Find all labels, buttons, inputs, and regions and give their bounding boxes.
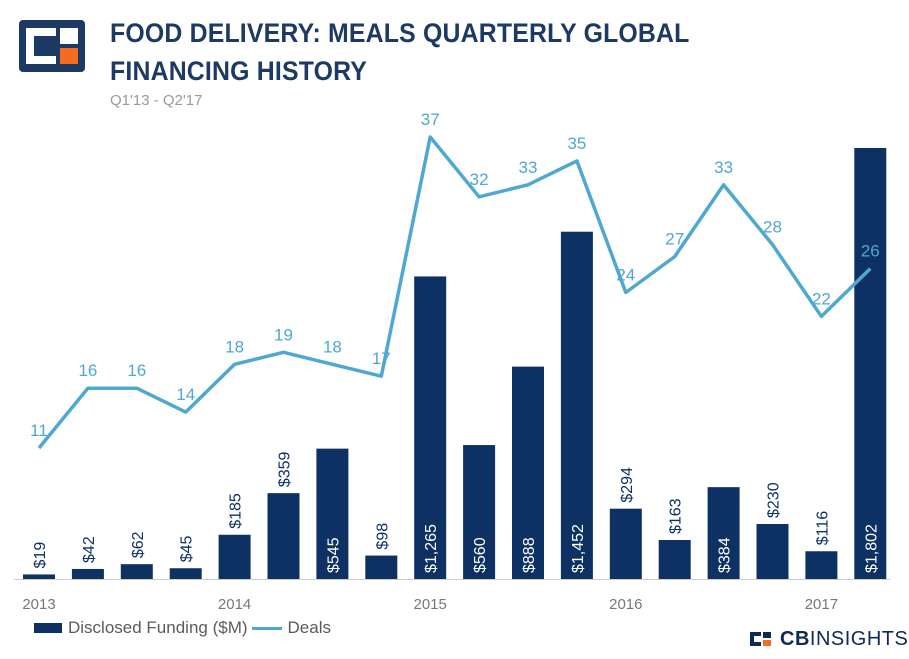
funding-bar-label: $19: [32, 542, 49, 569]
funding-bar: [414, 276, 447, 579]
deals-point-label: 19: [274, 325, 293, 344]
legend-funding-swatch: [34, 623, 62, 633]
funding-bar-label: $294: [619, 467, 636, 503]
funding-bar-label: $888: [521, 537, 538, 573]
deals-point-label: 37: [421, 110, 440, 129]
deals-line: [37, 135, 872, 450]
funding-bar: [120, 564, 153, 579]
funding-bar: [805, 551, 838, 579]
funding-bar-label: $163: [668, 498, 685, 534]
deals-point-label: 22: [812, 289, 831, 308]
deals-point-label: 28: [763, 218, 782, 237]
legend-deals-swatch: [251, 626, 282, 630]
x-tick-label: 2014: [218, 596, 251, 613]
funding-bar: [463, 445, 496, 579]
funding-bar-label: $1,265: [423, 524, 440, 573]
deals-point-label: 24: [616, 266, 635, 285]
funding-bar: [658, 540, 691, 579]
chart-legend: Disclosed Funding ($M) Deals: [34, 617, 331, 639]
deals-point-label: 35: [567, 134, 586, 153]
funding-bar: [512, 366, 544, 579]
deals-point-label: 33: [519, 158, 538, 177]
deals-point-label: 26: [861, 242, 880, 261]
funding-bar: [71, 568, 104, 579]
deals-point-label: 18: [323, 337, 342, 356]
funding-bar: [218, 534, 251, 579]
brand-insights: INSIGHTS: [809, 627, 909, 650]
funding-bar-label: $545: [325, 537, 342, 573]
deals-point-label: 16: [127, 361, 146, 380]
funding-bar-label: $384: [717, 537, 734, 573]
x-tick-label: 2017: [805, 596, 838, 613]
funding-bar-label: $62: [130, 531, 147, 558]
funding-bar: [23, 574, 55, 579]
funding-bar: [609, 508, 642, 579]
funding-bar: [316, 448, 349, 579]
x-tick-label: 2015: [414, 596, 447, 613]
funding-bar-label: $42: [81, 536, 98, 563]
funding-bar-label: $185: [228, 493, 245, 529]
deals-point-label: 33: [714, 158, 733, 177]
funding-bar-label: $98: [374, 523, 391, 550]
funding-bar-label: $359: [277, 451, 294, 487]
funding-bar-label: $230: [766, 482, 783, 518]
cb-insights-brand: CB INSIGHTS: [750, 627, 908, 651]
cb-brand-icon: [750, 632, 771, 646]
funding-bar: [267, 493, 300, 579]
funding-bar: [756, 523, 789, 579]
deals-point-label: 11: [30, 421, 48, 440]
x-tick-label: 2013: [22, 596, 55, 613]
funding-bar: [707, 487, 740, 579]
deals-point-label: 32: [470, 170, 489, 189]
funding-bar-label: $45: [179, 535, 196, 562]
funding-bar-label: $1,452: [570, 524, 587, 573]
deals-point-label: 18: [225, 337, 244, 356]
legend-funding-label: Disclosed Funding ($M): [68, 618, 248, 637]
funding-bar: [169, 568, 202, 579]
cb-insights-logo: [19, 20, 85, 72]
deals-point-label: 17: [372, 349, 391, 368]
chart-title: FOOD DELIVERY: MEALS QUARTERLY GLOBAL FI…: [110, 18, 690, 86]
chart-subtitle: Q1'13 - Q2'17: [110, 92, 203, 109]
funding-bar-label: $560: [472, 537, 489, 573]
funding-bar-label: $1,802: [863, 524, 880, 573]
funding-bar: [365, 555, 398, 579]
funding-bar: [560, 231, 593, 580]
legend-deals-label: Deals: [287, 618, 331, 637]
deals-point-label: 27: [665, 230, 684, 249]
brand-cb: CB: [780, 627, 810, 650]
deals-point-label: 16: [78, 361, 97, 380]
funding-bar-label: $116: [814, 511, 831, 546]
funding-bar: [854, 148, 887, 579]
x-tick-label: 2016: [609, 596, 642, 613]
deals-point-label: 14: [176, 385, 195, 404]
